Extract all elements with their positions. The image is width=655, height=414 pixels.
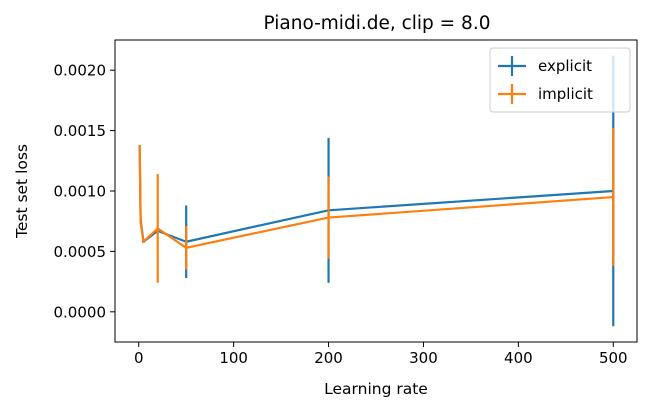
series-line-explicit (138, 146, 614, 243)
chart-title: Piano-midi.de, clip = 8.0 (264, 13, 491, 34)
x-tick-label: 200 (314, 349, 343, 367)
legend-label-explicit: explicit (538, 57, 592, 75)
y-axis: 0.0000 0.0005 0.0010 0.0015 0.0020 (54, 62, 115, 321)
x-tick-label: 100 (219, 349, 248, 367)
y-tick-label: 0.0015 (54, 122, 107, 140)
y-tick-label: 0.0020 (54, 62, 107, 80)
series-line-implicit (138, 146, 614, 249)
x-tick-label: 300 (409, 349, 438, 367)
series-layer (138, 55, 615, 327)
y-tick-label: 0.0010 (54, 183, 107, 201)
y-tick-label: 0.0005 (54, 243, 107, 261)
y-axis-title: Test set loss (13, 144, 31, 239)
x-axis: 0 100 200 300 400 500 (134, 342, 628, 367)
x-tick-label: 500 (599, 349, 628, 367)
x-tick-label: 400 (504, 349, 533, 367)
x-tick-label: 0 (134, 349, 144, 367)
legend-label-implicit: implicit (538, 85, 593, 103)
x-axis-title: Learning rate (324, 380, 428, 398)
legend-box (489, 47, 631, 113)
y-tick-label: 0.0000 (54, 303, 107, 321)
legend: explicit implicit (489, 47, 631, 113)
